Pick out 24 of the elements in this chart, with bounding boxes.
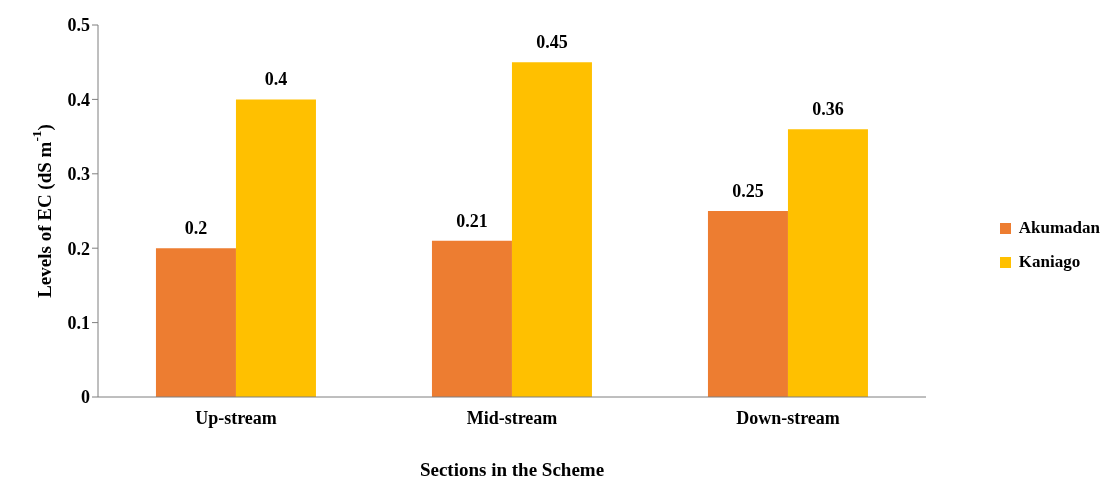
legend-label: Kaniago (1018, 252, 1081, 272)
x-tick-label: Up-stream (195, 407, 277, 428)
x-tick-label: Mid-stream (466, 407, 558, 428)
y-tick-label: 0.5 (67, 15, 90, 36)
data-label: 0.45 (536, 32, 568, 53)
y-tick-label: 0.3 (67, 164, 90, 185)
x-axis-title: Sections in the Scheme (419, 459, 605, 480)
data-label: 0.4 (264, 69, 288, 90)
data-label: 0.25 (732, 181, 764, 201)
bar (707, 211, 788, 397)
y-tick-label: 0 (81, 387, 90, 408)
data-label: 0.2 (184, 218, 208, 239)
legend-label: Akumadan (1018, 218, 1100, 238)
y-tick-label: 0.1 (67, 312, 90, 333)
y-tick-label: 0.2 (67, 238, 90, 259)
data-label: 0.36 (812, 99, 844, 120)
x-tick-label: Down-stream (736, 407, 840, 428)
bar (235, 99, 316, 397)
y-tick-label: 0.4 (67, 89, 90, 110)
data-label: 0.21 (456, 210, 488, 231)
bar (431, 240, 512, 397)
bar (511, 62, 592, 397)
bar (155, 248, 236, 397)
bar (787, 129, 868, 397)
